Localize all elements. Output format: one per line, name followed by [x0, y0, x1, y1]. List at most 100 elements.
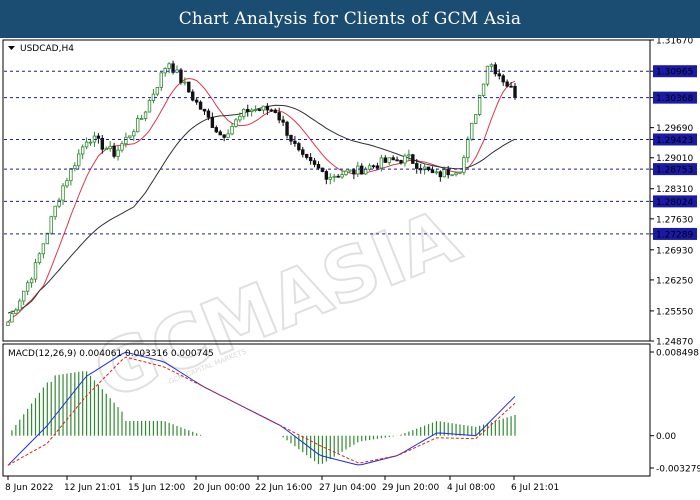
candle-body [112, 145, 116, 157]
candle-body [69, 168, 73, 182]
time-tick-label: 29 Jun 20:00 [382, 483, 439, 493]
candle-body [187, 81, 191, 93]
candle-body [466, 138, 470, 159]
candle-body [226, 133, 230, 138]
candle-body [49, 216, 53, 234]
candle-body [234, 119, 238, 127]
moving-averages [7, 77, 516, 323]
candle-body [61, 185, 65, 201]
price-tick-label: 1.29010 [656, 154, 693, 164]
candle-body [147, 100, 152, 113]
candle-body [336, 175, 340, 178]
candle-body [198, 101, 203, 110]
candle-body [230, 126, 234, 135]
candle-body [29, 278, 34, 284]
candle-body [399, 159, 403, 164]
price-tick-label: 1.31670 [656, 38, 693, 47]
candle-body [194, 99, 199, 103]
candle-body [328, 176, 332, 180]
candle-body [485, 65, 490, 85]
candle-body [505, 81, 509, 87]
ma-slow-line [7, 104, 516, 314]
candle-body [434, 171, 439, 174]
candle-body [344, 170, 348, 176]
candle-body [293, 140, 297, 144]
candle-body [352, 169, 356, 175]
candle-body [442, 169, 446, 178]
candle-body [22, 290, 26, 302]
level-label-box [653, 227, 697, 240]
macd-tick-label: 0.008498 [656, 349, 699, 359]
price-tick-label: 1.26930 [656, 246, 693, 256]
candle-body [332, 175, 336, 178]
candle-body [214, 127, 219, 133]
chart-canvas: GCMASIA GCM CAPITAL MARKETS 1.31670 1.309… [2, 38, 700, 493]
candle-body [218, 131, 222, 136]
candle-body [45, 232, 50, 245]
candle-body [360, 165, 364, 175]
candle-body [18, 300, 22, 311]
candle-body [222, 134, 226, 138]
price-panel-frame [2, 39, 651, 342]
candle-body [167, 63, 171, 69]
candle-body [297, 143, 301, 151]
candle-body [430, 169, 435, 174]
candle-body [348, 169, 352, 172]
candle-body [277, 112, 281, 121]
time-tick-label: 22 Jun 16:00 [255, 483, 312, 493]
candle-body [120, 143, 124, 151]
candle-body [163, 68, 167, 74]
chart-banner-title: Chart Analysis for Clients of GCM Asia [0, 0, 700, 38]
candle-body [41, 243, 46, 255]
candle-body [316, 164, 321, 169]
candle-body [462, 157, 466, 173]
candle-body [454, 172, 458, 176]
candle-body [312, 160, 317, 165]
candle-body [37, 253, 42, 264]
candle-body [206, 110, 211, 118]
candle-body [100, 137, 105, 150]
time-tick-label: 8 Jun 2022 [5, 483, 53, 493]
candle-body [289, 134, 293, 142]
price-tick-label: 1.28753 [656, 166, 693, 176]
candle-body [80, 146, 85, 155]
candle-body [403, 155, 407, 164]
candle-body [438, 171, 443, 178]
price-tick-label: 1.25550 [656, 307, 693, 317]
candle-body [6, 321, 10, 327]
candle-body [473, 114, 478, 124]
time-tick-label: 12 Jun 21:01 [64, 483, 121, 493]
candle-body [159, 72, 163, 88]
time-tick-label: 20 Jun 00:00 [193, 483, 250, 493]
candle-body [104, 148, 108, 151]
candle-body [340, 174, 344, 178]
candle-body [265, 105, 270, 111]
candle-body [509, 85, 513, 88]
candle-body [395, 159, 399, 162]
candle-body [88, 141, 93, 144]
price-axis: 1.31670 1.30965 1.30368 1.29690 1.29423 1.290… [650, 38, 697, 348]
candle-body [379, 157, 384, 169]
candle-body [304, 154, 309, 158]
candle-body [57, 199, 61, 207]
candle-body [246, 108, 250, 113]
candle-body [367, 165, 372, 170]
horizontal-levels [4, 70, 650, 235]
candle-body [171, 63, 175, 73]
level-label-box [653, 133, 697, 146]
price-tick-label: 1.30965 [656, 68, 693, 78]
candle-body [281, 119, 285, 123]
collapse-triangle-icon[interactable] [8, 46, 15, 50]
candle-body [73, 165, 77, 169]
level-label-box [653, 163, 697, 176]
macd-panel-frame [2, 343, 651, 477]
macd-axis: 0.008498 0.00 -0.003279 [650, 349, 700, 475]
candle-body [135, 118, 140, 133]
candle-body [96, 135, 101, 139]
macd-title: MACD(12,26,9) 0.004061 0.003316 0.000745 [8, 349, 214, 359]
candle-body [108, 145, 112, 150]
candle-body [128, 135, 132, 138]
candle-body [387, 157, 391, 163]
candle-body [242, 108, 246, 117]
price-tick-label: 1.28024 [656, 198, 693, 208]
